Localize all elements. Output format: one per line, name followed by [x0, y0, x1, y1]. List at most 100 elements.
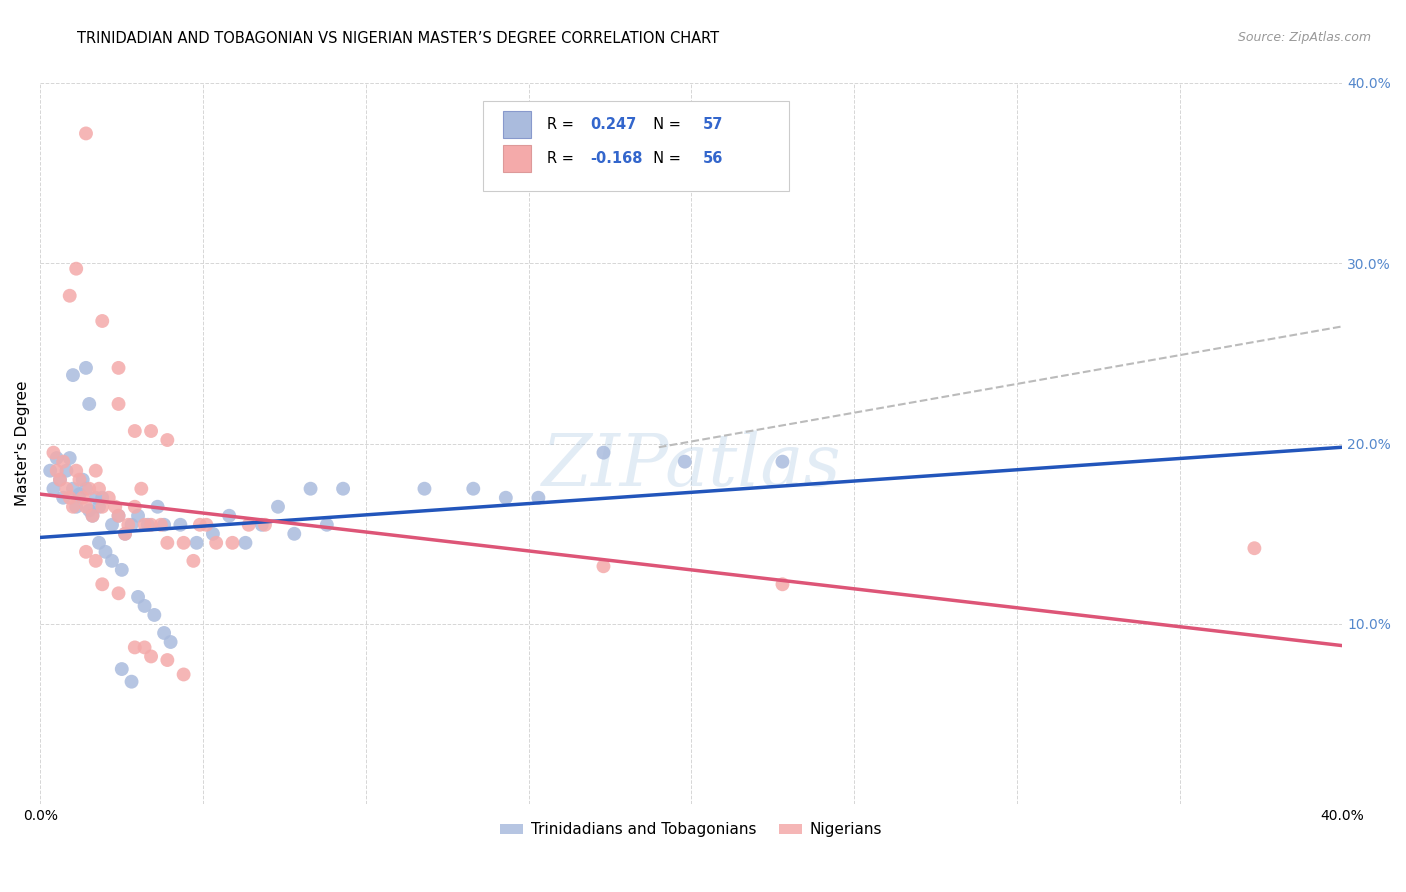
Point	[134, 517, 156, 532]
Point	[139, 424, 162, 438]
Point	[149, 517, 172, 532]
Y-axis label: Master's Degree: Master's Degree	[15, 381, 30, 507]
Point	[114, 526, 136, 541]
Point	[42, 482, 65, 496]
Point	[159, 635, 181, 649]
Point	[104, 500, 127, 514]
Point	[173, 667, 195, 681]
Point	[87, 500, 110, 514]
Point	[91, 500, 114, 514]
Point	[62, 368, 84, 383]
Point	[124, 424, 146, 438]
Point	[1243, 541, 1265, 556]
Point	[69, 487, 91, 501]
Point	[97, 491, 120, 505]
Point	[315, 517, 337, 532]
Point	[283, 526, 305, 541]
Point	[188, 517, 211, 532]
Point	[52, 491, 75, 505]
Point	[101, 554, 124, 568]
FancyBboxPatch shape	[484, 101, 789, 191]
Point	[124, 500, 146, 514]
Point	[59, 491, 82, 505]
Point	[69, 473, 91, 487]
Legend: Trinidadians and Tobagonians, Nigerians: Trinidadians and Tobagonians, Nigerians	[495, 816, 889, 844]
Point	[101, 517, 124, 532]
Text: R =: R =	[547, 117, 578, 132]
Point	[72, 473, 94, 487]
Point	[463, 482, 485, 496]
Point	[75, 127, 97, 141]
Point	[65, 500, 87, 514]
Point	[253, 517, 276, 532]
Point	[114, 526, 136, 541]
Point	[131, 482, 153, 496]
Point	[143, 607, 166, 622]
Point	[673, 455, 696, 469]
Point	[91, 491, 114, 505]
Point	[59, 289, 82, 303]
Point	[45, 464, 67, 478]
Point	[121, 517, 143, 532]
Point	[49, 473, 72, 487]
Point	[111, 662, 134, 676]
Point	[153, 517, 176, 532]
Point	[127, 508, 149, 523]
Bar	[502, 145, 531, 172]
Point	[77, 482, 100, 496]
Point	[205, 536, 228, 550]
Point	[267, 500, 290, 514]
Point	[134, 640, 156, 655]
Text: N =: N =	[644, 151, 686, 166]
Point	[84, 491, 107, 505]
Point	[413, 482, 436, 496]
Point	[173, 536, 195, 550]
Point	[527, 491, 550, 505]
Point	[62, 482, 84, 496]
Point	[49, 473, 72, 487]
Point	[124, 640, 146, 655]
Point	[139, 649, 162, 664]
Text: -0.168: -0.168	[589, 151, 643, 166]
Point	[75, 360, 97, 375]
Point	[55, 464, 77, 478]
Point	[592, 445, 614, 459]
Point	[65, 261, 87, 276]
Point	[592, 559, 614, 574]
Point	[332, 482, 354, 496]
Point	[153, 626, 176, 640]
Point	[59, 451, 82, 466]
Point	[195, 517, 218, 532]
Point	[107, 397, 129, 411]
Point	[156, 653, 179, 667]
Point	[121, 674, 143, 689]
Point	[107, 586, 129, 600]
Text: 57: 57	[703, 117, 724, 132]
Point	[218, 508, 240, 523]
Point	[299, 482, 322, 496]
Point	[235, 536, 257, 550]
Point	[201, 526, 224, 541]
Point	[136, 517, 159, 532]
Point	[169, 517, 191, 532]
Text: ZIPatlas: ZIPatlas	[541, 430, 841, 500]
Point	[84, 464, 107, 478]
Point	[75, 545, 97, 559]
Point	[156, 433, 179, 447]
Point	[39, 464, 62, 478]
Point	[186, 536, 208, 550]
Point	[84, 554, 107, 568]
Point	[65, 464, 87, 478]
Point	[772, 455, 794, 469]
Point	[139, 517, 162, 532]
Point	[127, 590, 149, 604]
Point	[52, 455, 75, 469]
Point	[156, 536, 179, 550]
Text: 56: 56	[703, 151, 724, 166]
Point	[75, 500, 97, 514]
Point	[117, 517, 139, 532]
Point	[62, 500, 84, 514]
Point	[107, 508, 129, 523]
Point	[146, 500, 169, 514]
Point	[42, 445, 65, 459]
